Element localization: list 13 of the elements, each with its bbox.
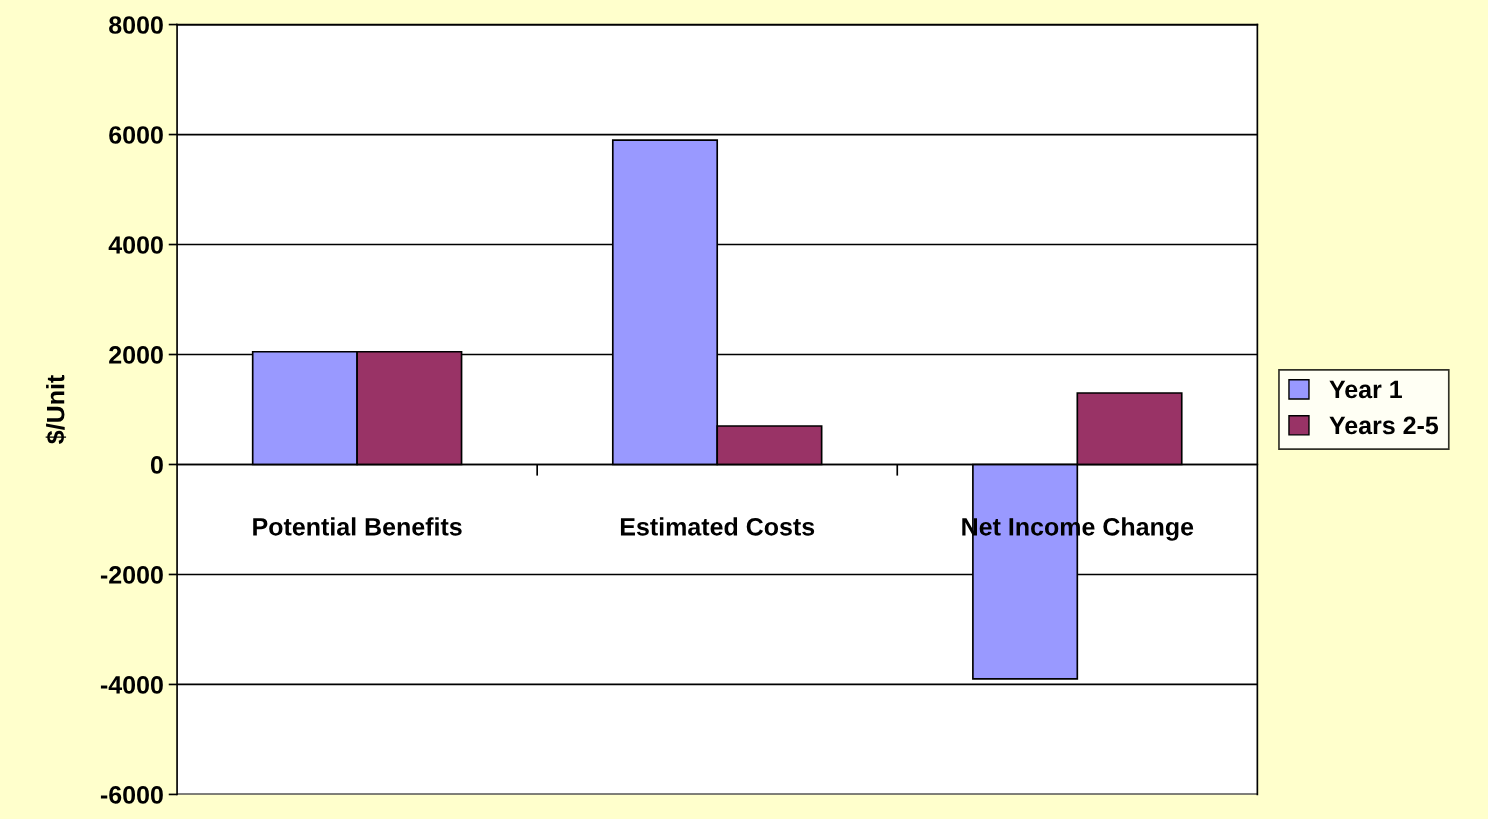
x-tick-label: Estimated Costs — [620, 517, 815, 536]
legend-label: Year 1 — [1329, 380, 1402, 399]
y-tick-label: 2000 — [109, 346, 163, 364]
y-tick-label: 6000 — [109, 126, 163, 144]
y-tick-label: 4000 — [108, 236, 163, 254]
y-tick-label: -6000 — [100, 786, 163, 804]
y-axis-title: $/Unit — [45, 375, 67, 444]
legend-label: Years 2-5 — [1329, 416, 1439, 435]
x-tick-label: Potential Benefits — [253, 517, 462, 536]
y-tick-label: -2000 — [100, 566, 163, 584]
y-tick-label: -4000 — [100, 676, 163, 694]
y-tick-label: 0 — [150, 456, 163, 474]
y-tick-label: 8000 — [109, 16, 163, 34]
